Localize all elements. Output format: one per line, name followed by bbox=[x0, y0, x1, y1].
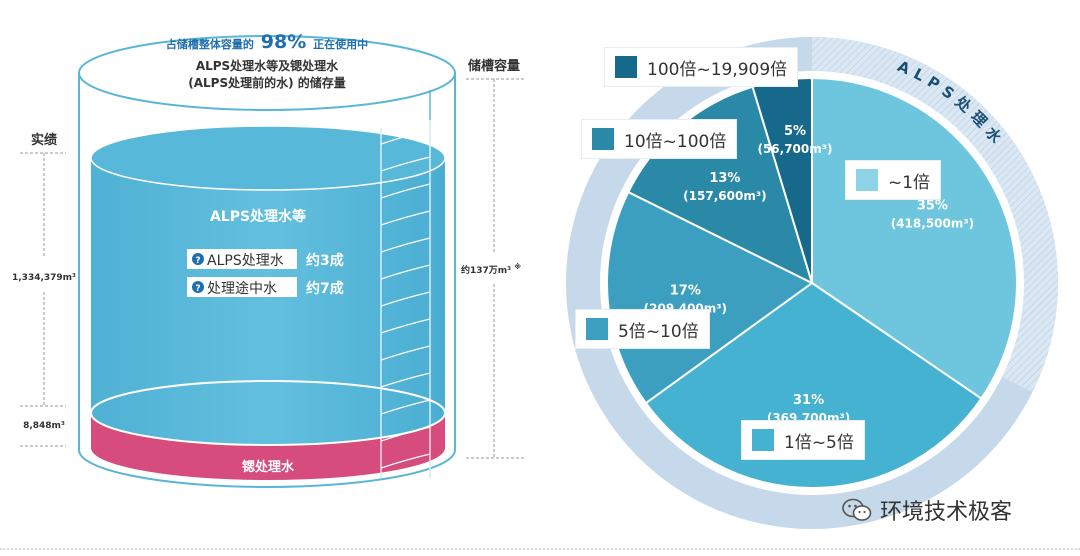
in-process-item-amount: 约7成 bbox=[306, 280, 344, 297]
strontium-label: 锶处理水 bbox=[241, 459, 295, 475]
alps-item-amount: 约3成 bbox=[306, 252, 344, 269]
ladder-rung bbox=[380, 237, 431, 253]
ladder-rung bbox=[380, 426, 431, 442]
legend-label: 5倍~10倍 bbox=[618, 321, 699, 342]
capacity-note: ※ bbox=[514, 262, 521, 271]
alps-volume: 1,334,379m³ bbox=[12, 273, 76, 283]
alps-item-box bbox=[187, 249, 297, 269]
ladder-rung bbox=[380, 156, 431, 172]
capacity-value: 约137万m³ ※ bbox=[461, 262, 521, 276]
alps-item: ? ALPS处理水 约3成 bbox=[187, 249, 344, 269]
legend-swatch bbox=[615, 56, 637, 78]
watermark-text: 环境技术极客 bbox=[880, 500, 1013, 525]
capacity-number: 约137万m³ bbox=[461, 264, 511, 276]
pie-slice bbox=[811, 76, 1018, 400]
strontium-layer bbox=[91, 413, 445, 480]
legend-100-19909: 100倍~19,909倍 bbox=[605, 48, 798, 86]
ladder-rung bbox=[380, 345, 431, 361]
in-process-item-box bbox=[187, 277, 297, 297]
tank-bottom-rim bbox=[78, 449, 456, 488]
water-bottom-surface bbox=[90, 380, 446, 446]
capacity-label: 储槽容量 bbox=[467, 58, 520, 74]
legend-label: 100倍~19,909倍 bbox=[647, 59, 788, 80]
tank-header-line1: 占储槽整体容量的 98% 正在使用中 bbox=[166, 31, 368, 53]
ladder-rung bbox=[380, 399, 431, 415]
ladder-rung bbox=[380, 318, 431, 334]
strontium-volume: 8,848m³ bbox=[23, 421, 65, 431]
ladder-rung bbox=[380, 291, 431, 307]
legend-label: 10倍~100倍 bbox=[624, 131, 727, 152]
alps-ring-segment bbox=[812, 37, 1059, 393]
slice-percent-label: 35% bbox=[917, 199, 948, 214]
pie-slice bbox=[644, 281, 983, 489]
slice-percent-label: 17% bbox=[670, 284, 701, 299]
question-icon-glyph: ? bbox=[195, 256, 200, 266]
legend-label: ~1倍 bbox=[888, 172, 931, 193]
header-percent: 98% bbox=[261, 31, 306, 53]
legend-swatch bbox=[752, 429, 774, 451]
question-icon bbox=[192, 281, 204, 293]
question-icon bbox=[192, 253, 204, 265]
legend-10-100: 10倍~100倍 bbox=[582, 120, 737, 158]
pie-labels: 35%(418,500m³)31%(369,700m³)17%(209,400m… bbox=[644, 124, 974, 425]
slice-volume-label: (157,600m³) bbox=[683, 189, 766, 203]
actual-label: 实绩 bbox=[31, 132, 57, 148]
legend-swatch bbox=[856, 169, 878, 191]
slice-percent-label: 13% bbox=[709, 171, 740, 186]
legend-label: 1倍~5倍 bbox=[784, 432, 854, 453]
question-icon-glyph: ? bbox=[195, 284, 200, 294]
ladder-rung bbox=[380, 264, 431, 280]
watermark: 环境技术极客 bbox=[842, 494, 1012, 526]
pie-chart: 35%(418,500m³)31%(369,700m³)17%(209,400m… bbox=[566, 37, 1059, 529]
alps-item-label: ALPS处理水 bbox=[207, 253, 284, 269]
slice-percent-label: 5% bbox=[784, 124, 806, 139]
ladder-rung bbox=[380, 372, 431, 388]
legend-1: ~1倍 bbox=[846, 161, 941, 199]
water-top-surface bbox=[90, 125, 446, 191]
footer-divider bbox=[0, 548, 1080, 550]
ladder-rung bbox=[380, 453, 431, 469]
ladder-rung bbox=[380, 129, 431, 145]
tank-header-line3: (ALPS处理前的水) 的储存量 bbox=[188, 75, 346, 90]
slice-volume-label: (56,700m³) bbox=[757, 142, 832, 156]
storage-tank-diagram: 占储槽整体容量的 98% 正在使用中 ALPS处理水等及锶处理水 (ALPS处理… bbox=[12, 31, 524, 488]
wechat-icon bbox=[842, 498, 872, 521]
in-process-item-label: 处理途中水 bbox=[207, 280, 277, 297]
ladder-rung bbox=[380, 183, 431, 199]
in-process-item: ? 处理途中水 约7成 bbox=[187, 277, 344, 297]
water-title: ALPS处理水等 bbox=[210, 208, 306, 225]
ladder-front bbox=[380, 120, 431, 478]
header-suffix: 正在使用中 bbox=[313, 37, 368, 51]
slice-percent-label: 31% bbox=[793, 393, 824, 408]
header-prefix: 占储槽整体容量的 bbox=[166, 37, 254, 51]
water-body bbox=[91, 158, 445, 445]
tank-header-line2: ALPS处理水等及锶处理水 bbox=[196, 58, 339, 73]
legend-swatch bbox=[586, 318, 608, 340]
legend-swatch bbox=[592, 128, 614, 150]
slice-volume-label: (418,500m³) bbox=[891, 217, 974, 231]
legend-1-5: 1倍~5倍 bbox=[742, 421, 864, 459]
pie-slice bbox=[606, 190, 814, 405]
ladder-rung bbox=[380, 210, 431, 226]
legend-5-10: 5倍~10倍 bbox=[576, 310, 709, 348]
